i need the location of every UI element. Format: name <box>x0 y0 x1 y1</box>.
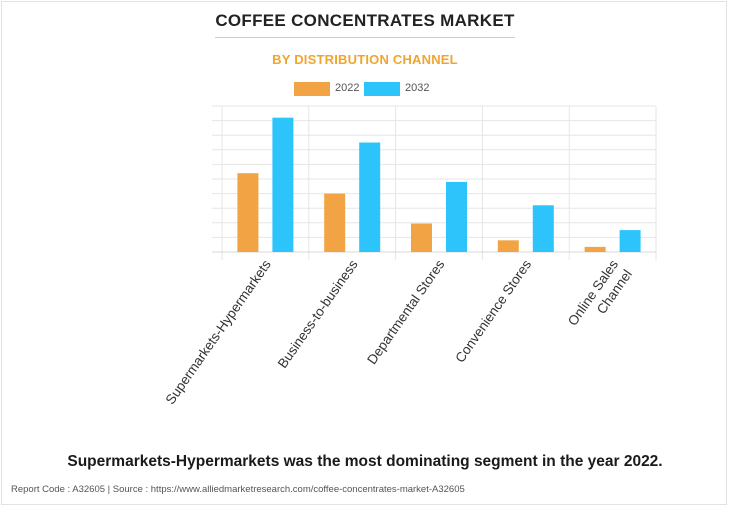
legend-label-2032: 2032 <box>405 82 430 94</box>
bar-2022-3 <box>411 223 432 252</box>
x-tick-label-5: Online SalesChannel <box>565 257 635 338</box>
chart-title: COFFEE CONCENTRATES MARKET <box>215 11 515 30</box>
x-tick-label-2: Business-to-business <box>275 257 361 371</box>
legend-label-2022: 2022 <box>335 82 360 94</box>
conclusion-text: Supermarkets-Hypermarkets was the most d… <box>67 453 663 470</box>
x-tick-label-1: Supermarkets-Hypermarkets <box>163 257 274 407</box>
legend: 2022 2032 <box>0 81 730 97</box>
bar-2032-3 <box>446 181 467 252</box>
bar-2022-5 <box>584 246 606 252</box>
bar-2022-4 <box>497 240 519 252</box>
bar-2032-5 <box>619 230 641 252</box>
title-divider <box>215 37 515 38</box>
x-tick-label-3: Departmental Stores <box>364 257 447 367</box>
bar-2022-2 <box>324 193 346 252</box>
bar-2032-4 <box>532 205 554 252</box>
report-footer: Report Code : A32605 | Source : https://… <box>11 484 465 495</box>
bar-2022-1 <box>237 173 259 252</box>
bar-chart: Supermarkets-Hypermarkets Business-to-bus… <box>163 105 657 407</box>
legend-swatch-2022 <box>294 82 330 96</box>
chart-subtitle: BY DISTRIBUTION CHANNEL <box>272 52 458 67</box>
x-tick-label-4: Convenience Stores <box>452 257 534 365</box>
bar-2032-2 <box>359 142 381 252</box>
bar-2032-1 <box>272 117 294 253</box>
legend-swatch-2032 <box>364 82 400 96</box>
